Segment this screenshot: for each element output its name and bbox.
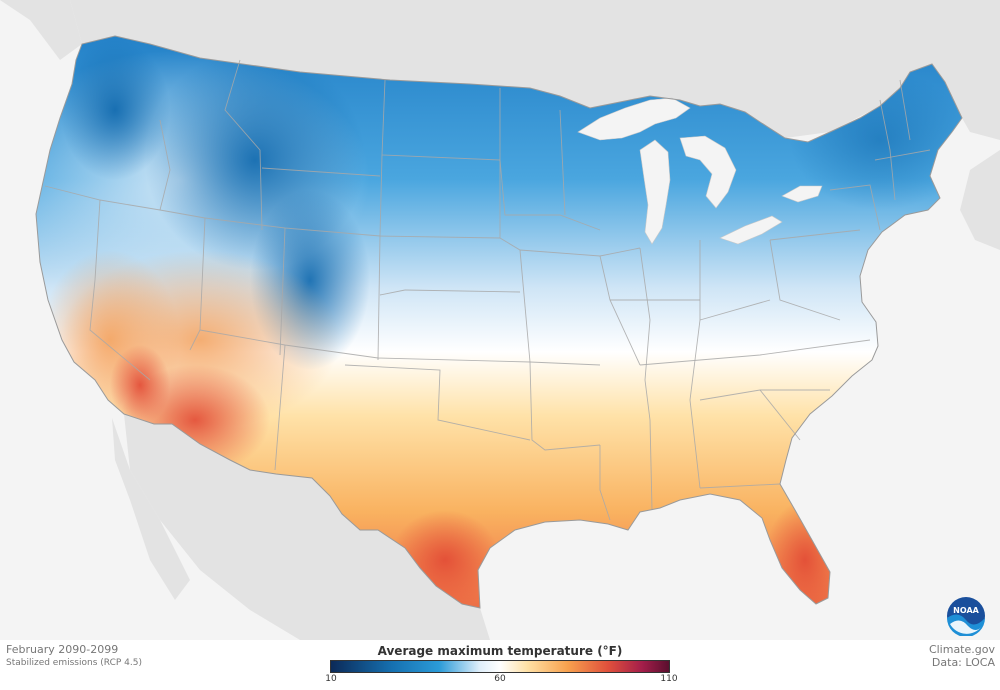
legend-tick-min: 10 xyxy=(325,674,337,684)
lake-erie xyxy=(719,215,783,245)
legend-tick-max: 110 xyxy=(660,674,678,684)
source-label: Climate.gov xyxy=(928,643,995,656)
legend-title: Average maximum temperature (°F) xyxy=(377,644,623,658)
lake-michigan xyxy=(639,139,671,245)
noaa-logo-icon: NOAA xyxy=(947,597,985,637)
legend-color-bar xyxy=(330,660,670,673)
color-legend: Average maximum temperature (°F) 10 60 1… xyxy=(325,643,677,687)
lake-huron xyxy=(679,135,737,209)
neighbor-landmass xyxy=(0,0,1000,640)
scenario-label: Stabilized emissions (RCP 4.5) xyxy=(6,658,142,668)
lake-superior xyxy=(577,97,691,141)
footer: February 2090-2099 Stabilized emissions … xyxy=(0,640,1000,690)
us-temperature-map xyxy=(0,0,1000,640)
data-credit-label: Data: LOCA xyxy=(931,656,995,669)
map-area xyxy=(0,0,1000,640)
period-label: February 2090-2099 xyxy=(6,643,119,656)
state-borders xyxy=(44,59,931,521)
footer-left: February 2090-2099 Stabilized emissions … xyxy=(6,643,142,669)
legend-tick-mid: 60 xyxy=(494,674,506,684)
noaa-logo-text: NOAA xyxy=(953,606,979,615)
legend-ticks: 10 60 110 xyxy=(325,673,677,687)
lake-ontario xyxy=(781,185,823,203)
footer-right: Climate.gov Data: LOCA xyxy=(929,643,995,669)
noaa-logo: NOAA xyxy=(946,596,986,640)
great-lakes xyxy=(577,97,823,245)
